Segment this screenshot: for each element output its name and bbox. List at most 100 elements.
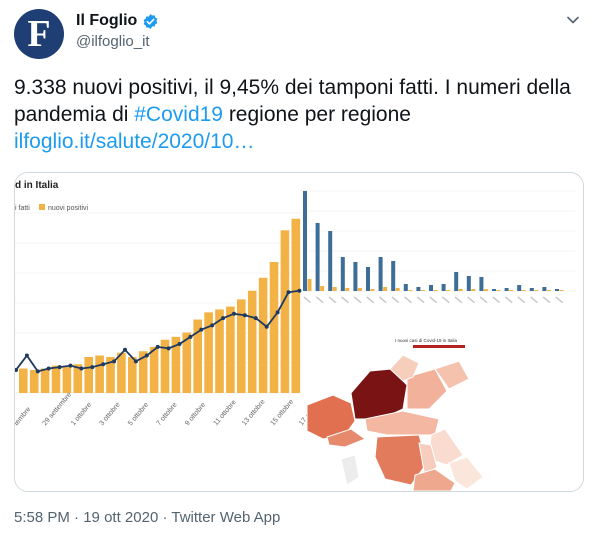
- region-label-mark: [378, 296, 387, 304]
- chevron-down-icon[interactable]: [565, 12, 581, 28]
- map-region-trentino: [389, 354, 420, 382]
- map-title: I nuovi casi di Covid-19 in Italia: [395, 338, 458, 343]
- trend-point: [253, 316, 258, 321]
- bar-region-orange: [307, 279, 312, 291]
- hashtag-link[interactable]: #Covid19: [134, 103, 223, 126]
- bar-region-blue: [340, 257, 345, 291]
- trend-point: [297, 288, 302, 293]
- bar-nuovi-positivi: [258, 277, 268, 393]
- region-label-mark: [303, 296, 312, 304]
- map-region-piedmont: [306, 394, 356, 440]
- trend-point: [68, 363, 73, 368]
- bar-region-blue: [391, 261, 396, 291]
- region-label-mark: [530, 296, 538, 304]
- avatar[interactable]: F: [14, 9, 64, 59]
- tweet-body-end: regione per regione: [222, 103, 411, 126]
- bar-region-blue: [429, 285, 433, 291]
- map-region-tuscany: [374, 434, 428, 486]
- trend-point: [57, 365, 62, 370]
- bar-region-blue: [555, 289, 559, 291]
- bar-nuovi-positivi: [160, 339, 170, 393]
- tweet-date: 19 ott 2020: [83, 509, 159, 526]
- bar-nuovi-positivi: [280, 230, 290, 393]
- region-label-mark: [353, 296, 362, 304]
- region-label-mark: [366, 296, 375, 304]
- bar-nuovi-positivi: [73, 364, 83, 393]
- trend-point: [221, 316, 226, 321]
- bar-nuovi-positivi: [62, 367, 72, 393]
- map-legend-gradient: [413, 345, 465, 348]
- bar-region-orange: [509, 290, 514, 291]
- bar-region-blue: [542, 287, 547, 291]
- bar-nuovi-positivi: [204, 312, 213, 393]
- trend-point: [242, 313, 247, 318]
- region-label-mark: [454, 296, 463, 304]
- tweet-timestamp[interactable]: 5:58 PM · 19 ott 2020 · Twitter Web App: [14, 509, 280, 526]
- bar-region-blue: [479, 277, 484, 291]
- tweet-media[interactable]: d in Italia i fatti nuovi positivi tembr…: [14, 172, 584, 492]
- bar-nuovi-positivi: [215, 309, 224, 393]
- map-region-umbria: [418, 442, 438, 478]
- bar-nuovi-positivi: [193, 319, 202, 393]
- bar-region-orange: [458, 289, 463, 291]
- trend-point: [275, 310, 280, 315]
- legend-label: nuovi positivi: [48, 205, 89, 212]
- trend-point: [210, 323, 215, 328]
- bar-nuovi-positivi: [247, 290, 257, 393]
- legend-prefix: i fatti: [15, 205, 30, 212]
- bar-region-orange: [496, 290, 501, 291]
- display-name[interactable]: Il Foglio: [76, 12, 138, 29]
- bar-region-blue: [492, 289, 496, 291]
- bar-region-orange: [559, 290, 564, 291]
- trend-point: [101, 362, 106, 367]
- trend-point: [232, 311, 236, 316]
- media-image: d in Italia i fatti nuovi positivi tembr…: [15, 173, 575, 491]
- handle[interactable]: @ilfoglio_it: [76, 33, 150, 50]
- region-label-mark: [542, 296, 551, 304]
- region-label-mark: [315, 296, 324, 304]
- trend-point: [79, 366, 84, 371]
- bar-nuovi-positivi: [149, 346, 159, 393]
- verified-badge-icon: [143, 13, 158, 29]
- tweet-source[interactable]: Twitter Web App: [171, 509, 281, 526]
- trend-point: [112, 359, 117, 364]
- bar-nuovi-positivi: [19, 368, 28, 393]
- bar-nuovi-positivi: [269, 261, 279, 393]
- bar-nuovi-positivi: [84, 357, 93, 393]
- bar-nuovi-positivi: [106, 357, 115, 393]
- bar-nuovi-positivi: [226, 306, 235, 393]
- article-link[interactable]: ilfoglio.it/salute/2020/10…: [14, 130, 255, 153]
- trend-point: [123, 347, 127, 352]
- region-label-mark: [429, 296, 438, 304]
- bar-region-blue: [416, 287, 421, 291]
- bar-nuovi-positivi: [51, 365, 61, 393]
- map-region-lazio: [412, 468, 456, 491]
- region-label-mark: [416, 296, 425, 304]
- trend-point: [24, 353, 29, 358]
- author-line: Il Foglio: [76, 12, 159, 30]
- bar-region-blue: [366, 267, 370, 291]
- region-label-mark: [467, 296, 475, 304]
- map-region-lombardy: [350, 368, 408, 420]
- trend-point: [286, 290, 291, 295]
- chart-title: d in Italia: [15, 180, 59, 191]
- map-region-veneto: [406, 368, 448, 410]
- map-region-liguria: [326, 428, 367, 448]
- bar-region-blue: [315, 223, 320, 291]
- bar-region-orange: [483, 289, 488, 291]
- tweet-text: 9.338 nuovi positivi, il 9,45% dei tampo…: [14, 74, 574, 155]
- bar-region-orange: [370, 289, 375, 291]
- bar-region-orange: [383, 287, 388, 291]
- map-region-friuli: [434, 360, 470, 390]
- map-region-corsica: [340, 454, 360, 486]
- trend-point: [144, 353, 149, 358]
- trend-point: [46, 366, 51, 371]
- italy-map: [306, 354, 484, 491]
- region-label-mark: [479, 296, 488, 304]
- separator: ·: [162, 509, 168, 526]
- bar-region-blue: [403, 284, 408, 291]
- bar-region-orange: [546, 290, 551, 291]
- region-label-mark: [441, 296, 450, 304]
- trend-point: [188, 334, 193, 339]
- bar-region-blue: [517, 285, 522, 291]
